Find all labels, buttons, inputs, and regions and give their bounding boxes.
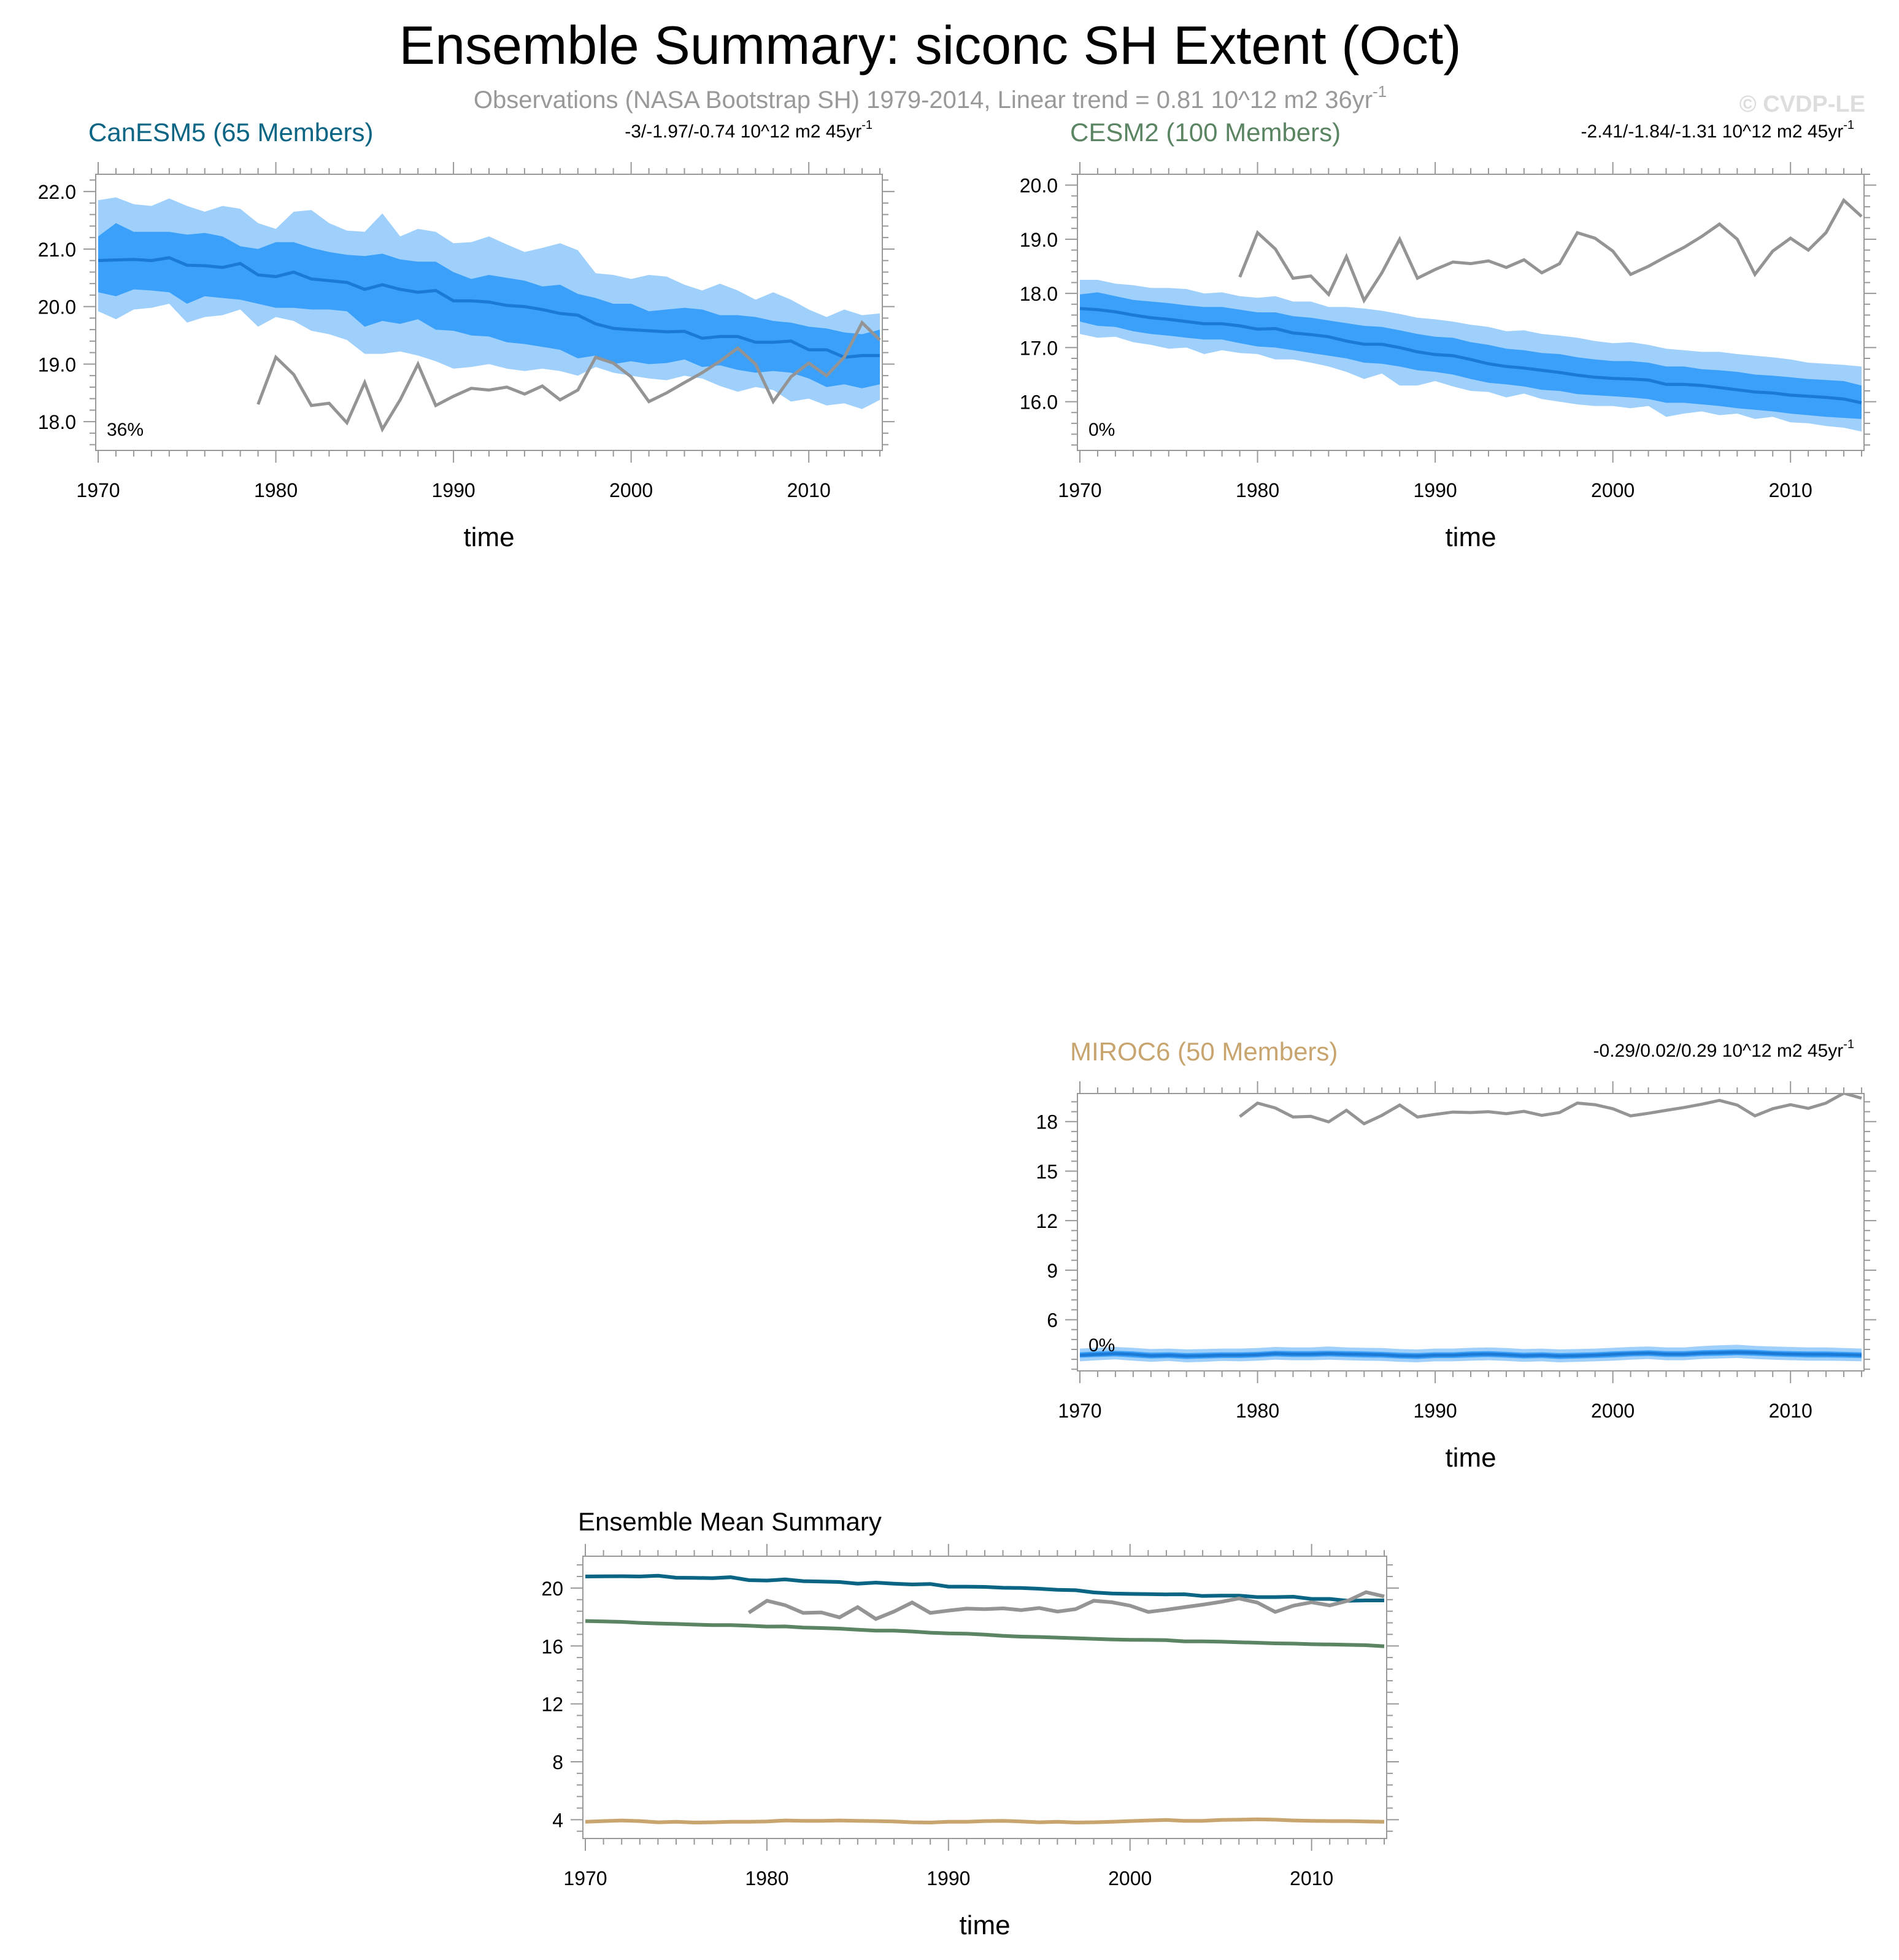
y-tick-label: 4 — [552, 1809, 563, 1831]
trend-label: -2.41/-1.84/-1.31 10^12 m2 45yr-1 — [1581, 118, 1854, 142]
x-tick-label: 1980 — [745, 1867, 788, 1889]
y-tick-label: 19.0 — [1020, 229, 1058, 251]
figure-subtitle-text: Observations (NASA Bootstrap SH) 1979-20… — [474, 87, 1373, 114]
plot-area-ensemble_mean_summary — [585, 1573, 1385, 1825]
trend-label-text: -0.29/0.02/0.29 10^12 m2 45yr — [1593, 1041, 1844, 1061]
y-tick-label: 20.0 — [1020, 175, 1058, 197]
y-tick-label: 19.0 — [38, 353, 76, 376]
series-line-canesm5 — [585, 1573, 1384, 1603]
y-tick-label: 15 — [1036, 1160, 1058, 1183]
plot-area-cesm2 — [1079, 198, 1863, 432]
x-tick-label: 1990 — [1413, 479, 1457, 501]
trend-label: -0.29/0.02/0.29 10^12 m2 45yr-1 — [1593, 1038, 1854, 1061]
panel-title: Ensemble Mean Summary — [578, 1507, 882, 1536]
x-tick-label: 1990 — [926, 1867, 970, 1889]
x-tick-label: 2010 — [1769, 1400, 1812, 1422]
chart-panel-cesm2: 1970 1980 1990 2000 2010 16.0 17.0 18.0 19.0 20.0… — [1020, 118, 1876, 552]
chart-panel-miroc6: 1970 1980 1990 2000 2010 6 9 12 15 18 time MIROC6 (… — [1036, 1037, 1876, 1473]
x-tick-label: 1980 — [1236, 1400, 1279, 1422]
plot-area-canesm5 — [98, 197, 881, 433]
x-tick-label: 2010 — [787, 479, 831, 501]
y-tick-label: 12 — [1036, 1210, 1058, 1232]
panel-title: CESM2 (100 Members) — [1070, 118, 1341, 147]
watermark: © CVDP-LE — [1739, 91, 1865, 117]
x-tick-label: 1970 — [1058, 479, 1101, 501]
y-tick-label: 9 — [1047, 1260, 1058, 1282]
x-tick-label: 2010 — [1290, 1867, 1333, 1889]
y-tick-label: 20 — [541, 1578, 563, 1600]
series-line-cesm2 — [585, 1619, 1385, 1648]
y-tick-label: 17.0 — [1020, 337, 1058, 359]
trend-label-text: -2.41/-1.84/-1.31 10^12 m2 45yr — [1581, 122, 1844, 142]
y-tick-label: 16.0 — [1020, 392, 1058, 414]
y-tick-label: 22.0 — [38, 181, 76, 203]
figure-subtitle-superscript: -1 — [1373, 82, 1387, 101]
trend-label-text: -3/-1.97/-0.74 10^12 m2 45yr — [625, 122, 861, 142]
panel-title: CanESM5 (65 Members) — [88, 118, 373, 147]
y-tick-label: 18.0 — [1020, 283, 1058, 305]
trend-label-superscript: -1 — [1843, 1038, 1854, 1051]
percent-label: 0% — [1088, 420, 1115, 440]
observations-line — [256, 320, 881, 433]
y-tick-label: 18.0 — [38, 411, 76, 433]
x-axis-label: time — [1445, 522, 1496, 552]
figure-title: Ensemble Summary: siconc SH Extent (Oct) — [399, 15, 1461, 75]
x-tick-label: 2000 — [1591, 1400, 1635, 1422]
percent-label: 36% — [107, 420, 144, 440]
trend-label-superscript: -1 — [1843, 118, 1854, 132]
ensemble-mean-line — [98, 256, 880, 359]
ensemble-mean-line — [1079, 1351, 1862, 1358]
x-tick-label: 1990 — [431, 479, 475, 501]
y-tick-label: 8 — [552, 1751, 563, 1773]
chart-panel-ensemble_mean_summary: 1970 1980 1990 2000 2010 4 8 12 16 20 time Ensemble… — [541, 1507, 1399, 1940]
observations-line — [1238, 198, 1863, 304]
y-tick-label: 16 — [541, 1635, 563, 1657]
y-tick-label: 6 — [1047, 1310, 1058, 1332]
percent-label: 0% — [1088, 1335, 1115, 1356]
panel-title: MIROC6 (50 Members) — [1070, 1037, 1338, 1066]
series-line-miroc6 — [585, 1817, 1385, 1825]
x-axis-label: time — [463, 522, 514, 552]
x-tick-label: 1970 — [1058, 1400, 1101, 1422]
ensemble-range-25-75 — [98, 223, 880, 388]
x-tick-label: 1970 — [76, 479, 120, 501]
trend-label-superscript: -1 — [861, 118, 872, 132]
x-tick-label: 1980 — [1236, 479, 1279, 501]
figure-subtitle: Observations (NASA Bootstrap SH) 1979-20… — [474, 82, 1387, 114]
plot-area-miroc6 — [1079, 1094, 1862, 1362]
series-line-observations — [747, 1590, 1385, 1621]
y-tick-label: 21.0 — [38, 239, 76, 261]
y-tick-label: 20.0 — [38, 296, 76, 318]
x-tick-label: 2000 — [1591, 479, 1635, 501]
y-tick-label: 18 — [1036, 1111, 1058, 1133]
axis-frame — [1077, 1093, 1865, 1372]
y-tick-label: 12 — [541, 1694, 563, 1716]
trend-label: -3/-1.97/-0.74 10^12 m2 45yr-1 — [625, 118, 872, 142]
observations-line — [1239, 1094, 1862, 1126]
x-tick-label: 1980 — [254, 479, 298, 501]
x-axis-label: time — [959, 1910, 1010, 1940]
x-tick-label: 2000 — [1108, 1867, 1152, 1889]
ensemble-range-25-75 — [1080, 292, 1862, 419]
x-tick-label: 2000 — [609, 479, 653, 501]
x-tick-label: 1990 — [1413, 1400, 1457, 1422]
x-axis-label: time — [1445, 1443, 1496, 1473]
chart-panel-canesm5: 1970 1980 1990 2000 2010 18.0 19.0 20.0 21.0 22.0… — [38, 118, 895, 552]
ensemble-mean-line — [1079, 307, 1862, 404]
x-tick-label: 2010 — [1769, 479, 1812, 501]
x-tick-label: 1970 — [563, 1867, 607, 1889]
